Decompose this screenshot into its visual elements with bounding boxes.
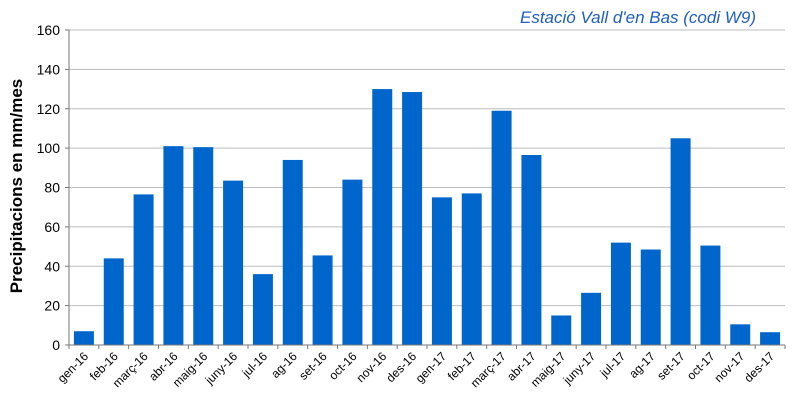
bar-nov-17: [730, 324, 751, 345]
gridlines: [69, 29, 785, 307]
x-tick-label: nov-17: [712, 349, 748, 385]
chart-title: Estació Vall d'en Bas (codi W9): [520, 8, 756, 27]
bar-set-16: [312, 255, 333, 345]
bar-abr-16: [163, 146, 184, 345]
y-tick-label: 120: [37, 101, 61, 117]
y-tick-label: 160: [37, 22, 61, 38]
x-tick-label: gen-17: [413, 349, 450, 386]
x-tick-label: set-17: [654, 349, 688, 383]
x-tick-label: des-17: [741, 349, 777, 385]
bar-març-17: [491, 110, 512, 345]
x-tick-label: juny-17: [560, 349, 599, 388]
bar-feb-17: [461, 193, 482, 345]
bar-des-16: [402, 92, 423, 345]
y-tick-label: 40: [44, 258, 60, 274]
x-tick-label: set-16: [296, 349, 330, 383]
bar-nov-16: [372, 89, 393, 345]
y-axis-ticks: 0 20 40 60 80 100 120 140 160: [37, 22, 69, 353]
x-tick-label: jul-17: [597, 349, 629, 381]
bar-gen-16: [73, 331, 94, 345]
bar-juny-16: [223, 180, 244, 345]
y-tick-label: 0: [52, 337, 60, 353]
bar-gen-17: [431, 197, 452, 345]
bar-oct-17: [700, 245, 721, 345]
bar-set-17: [670, 138, 691, 345]
bar-ag-17: [640, 249, 661, 345]
bar-ag-16: [282, 159, 303, 345]
x-tick-label: nov-16: [354, 349, 390, 385]
bar-jul-16: [252, 274, 273, 345]
y-tick-label: 60: [44, 219, 60, 235]
y-tick-label: 80: [44, 180, 60, 196]
x-tick-label: juny-16: [202, 349, 241, 388]
bar-juny-17: [581, 292, 602, 345]
bar-feb-16: [103, 258, 124, 345]
x-tick-label: ag-16: [268, 349, 300, 381]
bar-oct-16: [342, 179, 363, 345]
y-tick-label: 100: [37, 140, 61, 156]
bar-jul-17: [610, 242, 631, 345]
x-tick-label: ag-17: [626, 349, 658, 381]
bar-maig-17: [551, 315, 572, 345]
x-tick-label: des-16: [383, 349, 419, 385]
x-tick-label: gen-16: [55, 349, 92, 386]
y-tick-label: 140: [37, 61, 61, 77]
y-axis-label: Precipitacions en mm/mes: [7, 79, 26, 293]
bar-març-16: [133, 194, 154, 345]
bar-abr-17: [521, 155, 542, 345]
x-tick-label: jul-16: [239, 349, 271, 381]
bars: [73, 89, 781, 345]
bar-maig-16: [193, 147, 214, 345]
y-tick-label: 20: [44, 298, 60, 314]
bar-des-17: [760, 332, 781, 345]
